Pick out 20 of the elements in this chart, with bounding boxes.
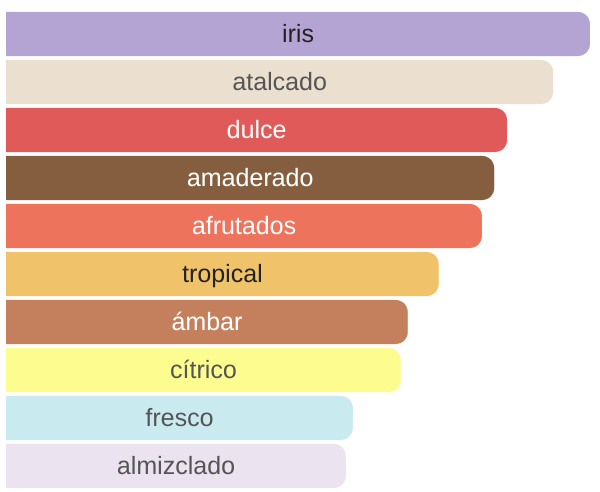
bar — [6, 444, 346, 488]
y-tick-label: ámbar — [171, 308, 242, 336]
y-tick-label: almizclado — [116, 452, 235, 480]
y-tick-label: tropical — [182, 260, 263, 288]
bar — [6, 300, 408, 344]
y-tick-label: amaderado — [186, 164, 314, 192]
y-tick-label: atalcado — [232, 68, 327, 96]
bar — [6, 12, 590, 56]
bar — [6, 348, 401, 392]
y-tick-label: dulce — [226, 116, 286, 144]
bar — [6, 252, 439, 296]
bar — [6, 156, 494, 200]
y-tick-label: cítrico — [170, 356, 237, 384]
bar — [6, 204, 482, 248]
y-tick-label: iris — [282, 20, 314, 48]
bar — [6, 396, 353, 440]
bar — [6, 60, 554, 104]
bar — [6, 108, 508, 152]
y-tick-label: afrutados — [192, 212, 296, 240]
y-tick-label: fresco — [145, 404, 214, 432]
